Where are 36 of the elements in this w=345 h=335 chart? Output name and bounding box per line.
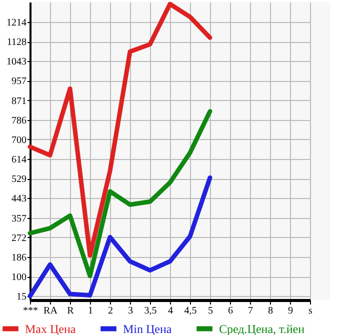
x-tick-label: 3 xyxy=(128,306,133,316)
y-tick-label: 100 xyxy=(12,272,26,284)
x-tick-label: 5 xyxy=(208,306,213,316)
x-tick-label: 9 xyxy=(288,306,293,316)
line-series xyxy=(28,2,212,258)
x-tick-label: 7 xyxy=(248,306,253,316)
legend-label: Min Цена xyxy=(123,322,172,335)
x-tick-label: s xyxy=(308,306,313,316)
legend-label: Max Цена xyxy=(25,322,76,335)
y-tick-label: 357 xyxy=(12,213,26,224)
y-tick-label: 443 xyxy=(12,194,26,205)
x-tick-label: 2 xyxy=(108,306,113,316)
y-tick-label: 272 xyxy=(12,232,26,244)
x-tick-label: 6 xyxy=(228,306,233,316)
x-tick-label: 4 xyxy=(168,306,173,316)
x-tick-label: 4,5 xyxy=(184,306,197,316)
y-tick-label: 957 xyxy=(12,76,26,88)
x-tick-label: RA xyxy=(44,306,58,316)
y-tick-label: 700 xyxy=(12,134,26,146)
line-series xyxy=(28,109,212,278)
y-tick-label: 1128 xyxy=(6,37,26,48)
y-tick-label: 786 xyxy=(12,115,26,126)
y-tick-label: 15 xyxy=(16,292,26,303)
x-tick-label: R xyxy=(67,306,74,316)
y-tick-label: 186 xyxy=(12,252,26,264)
x-tick-label: 8 xyxy=(268,306,273,316)
y-tick-label: 1043 xyxy=(6,56,26,68)
x-tick-label: *** xyxy=(23,306,38,316)
y-tick-label: 871 xyxy=(12,96,26,107)
y-tick-label: 1214 xyxy=(6,17,26,28)
line-series xyxy=(28,175,212,298)
y-tick-label: 529 xyxy=(12,174,26,186)
x-tick-label: 3,5 xyxy=(144,306,157,316)
legend-label: Сред.Цена, т.йен xyxy=(219,322,306,335)
x-tick-label: 1 xyxy=(88,306,93,316)
y-tick-label: 614 xyxy=(12,154,26,166)
